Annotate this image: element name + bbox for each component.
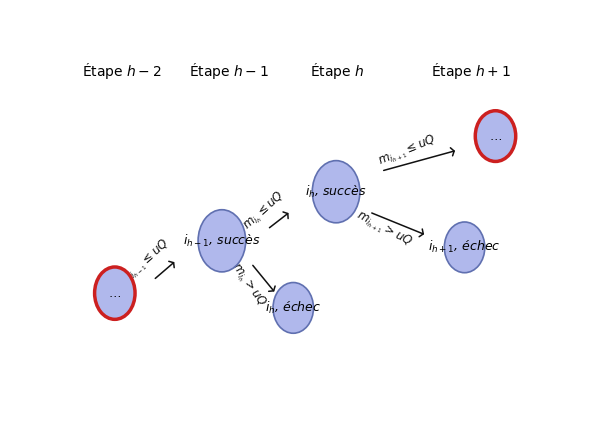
Ellipse shape (475, 111, 516, 162)
Text: $m_{i_h} > uQ$: $m_{i_h} > uQ$ (227, 260, 270, 311)
Text: Étape $h-2$: Étape $h-2$ (82, 61, 161, 81)
Text: $i_h$, succès: $i_h$, succès (305, 184, 367, 200)
Text: $\ldots$: $\ldots$ (489, 130, 502, 142)
Ellipse shape (198, 210, 246, 272)
Ellipse shape (95, 267, 135, 319)
Ellipse shape (273, 283, 314, 333)
Text: $m_{i_{h+1}} \leq uQ$: $m_{i_{h+1}} \leq uQ$ (376, 132, 439, 170)
Text: Étape $h-1$: Étape $h-1$ (188, 61, 268, 81)
Text: $i_{h+1}$, échec: $i_{h+1}$, échec (429, 239, 501, 255)
Ellipse shape (445, 222, 485, 273)
Text: $i_{h-1}$, succès: $i_{h-1}$, succès (183, 233, 261, 249)
Text: Étape $h+1$: Étape $h+1$ (431, 61, 511, 81)
Text: Étape $h$: Étape $h$ (310, 61, 364, 81)
Text: $m_{i_{h+1}} > uQ$: $m_{i_{h+1}} > uQ$ (352, 208, 414, 251)
Text: $m_{i_{h-1}} \leq uQ$: $m_{i_{h-1}} \leq uQ$ (117, 235, 174, 289)
Text: $\ldots$: $\ldots$ (108, 287, 122, 300)
Text: $m_{i_h} \leq uQ$: $m_{i_h} \leq uQ$ (240, 188, 289, 235)
Text: $i_h$, échec: $i_h$, échec (265, 300, 321, 316)
Ellipse shape (313, 161, 360, 223)
